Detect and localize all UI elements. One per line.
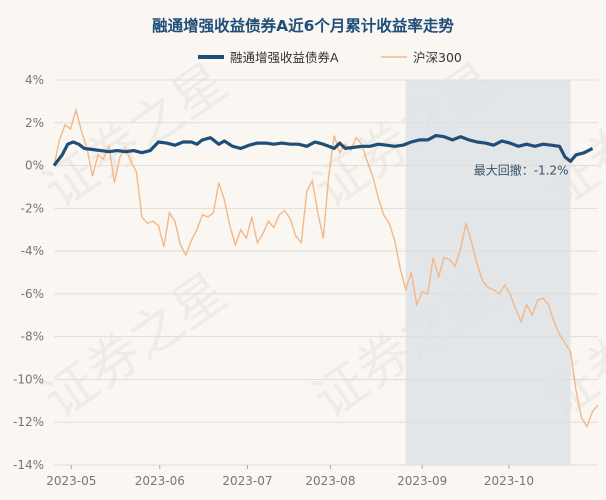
y-tick-label: -8% (21, 330, 44, 344)
max-drawdown-label: 最大回撤：-1.2% (474, 163, 569, 178)
y-tick-label: -10% (13, 372, 44, 386)
y-axis-ticks: 4% 2% 0% -2% -4% -6% -8% -10% -12% -14% (13, 73, 44, 472)
x-tick-label: 2023-05 (46, 474, 96, 488)
x-tick-label: 2023-08 (305, 474, 355, 488)
y-tick-label: -2% (21, 201, 44, 215)
y-tick-label: -12% (13, 415, 44, 429)
y-tick-label: -14% (13, 458, 44, 472)
series-line-hs300 (53, 107, 599, 429)
x-tick-label: 2023-10 (484, 474, 534, 488)
x-tick-label: 2023-06 (135, 474, 185, 488)
watermark-text: 证券之星 (33, 52, 238, 220)
chart-title: 融通增强收益债券A近6个月累计收益率走势 (152, 16, 454, 35)
y-tick-label: -6% (21, 287, 44, 301)
y-tick-label: -4% (21, 244, 44, 258)
y-tick-label: 2% (25, 116, 44, 130)
watermark-text: 证券之星 (33, 262, 238, 430)
x-axis-ticks: 2023-05 2023-06 2023-07 2023-08 2023-09 2023-… (46, 465, 534, 488)
legend-label-index: 沪深300 (413, 50, 462, 65)
series-line-fund (52, 134, 594, 167)
legend-label-fund: 融通增强收益债券A (230, 50, 339, 65)
y-tick-label: 0% (25, 159, 44, 173)
y-tick-label: 4% (25, 73, 44, 87)
x-tick-label: 2023-07 (222, 474, 272, 488)
x-tick-label: 2023-09 (397, 474, 447, 488)
plot-area: 4%2%0%-2%-4%-6%-8%-10%-12%-14% 2023-05 20… (13, 73, 599, 488)
legend: 融通增强收益债券A 沪深300 (198, 50, 462, 65)
